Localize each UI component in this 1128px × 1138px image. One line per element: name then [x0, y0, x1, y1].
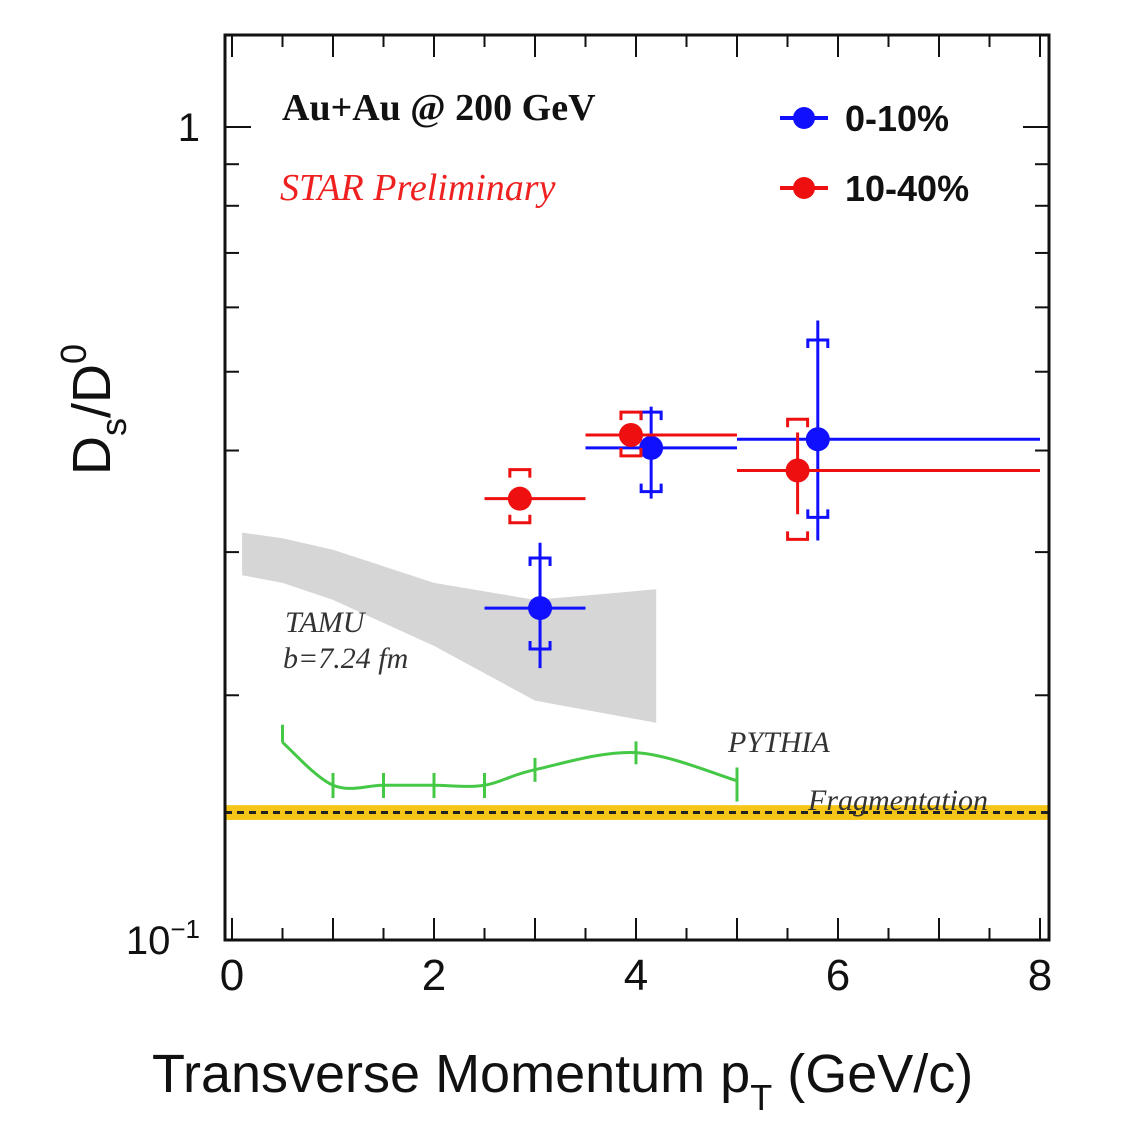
data-point-central	[528, 596, 553, 621]
annotation-tamu-line2: b=7.24 fm	[283, 642, 408, 675]
y-axis-title-slash: /D	[62, 364, 122, 418]
y-tick-label: 1	[178, 106, 200, 150]
tick-labels-layer: 0 2 4 6 8 1 10−1	[126, 106, 1052, 1000]
pythia-layer	[281, 724, 739, 802]
data-point-central	[805, 427, 830, 452]
x-axis-title-main: Transverse Momentum p	[152, 1044, 750, 1104]
x-axis-title: Transverse Momentum pT (GeV/c)	[152, 1044, 973, 1118]
series-layer	[484, 320, 1040, 669]
reference-band-layer	[225, 805, 1049, 820]
ticks-layer	[225, 35, 1049, 941]
systematic-bracket-lower-central	[806, 509, 830, 519]
systematic-bracket-lower-mid-central	[786, 531, 810, 541]
y-axis-title-main: D	[62, 436, 122, 475]
x-tick-label: 8	[1028, 951, 1052, 1000]
systematic-bracket-upper-mid-central	[786, 417, 810, 428]
annotation-pythia-line1: PYTHIA	[727, 726, 830, 759]
data-point-mid-central	[507, 486, 532, 511]
tamu-band-layer	[242, 532, 657, 723]
data-point-mid-central	[618, 422, 643, 447]
y-axis-title-subscript: s	[93, 418, 134, 436]
x-tick-label: 2	[422, 951, 446, 1000]
systematic-bracket-lower-central	[528, 640, 552, 651]
systematic-bracket-upper-mid-central	[508, 468, 532, 478]
x-axis-title-subscript: T	[750, 1077, 772, 1118]
legend-label-0-10: 0-10%	[845, 98, 949, 139]
systematic-bracket-lower-mid-central	[619, 447, 643, 458]
systematic-bracket-upper-mid-central	[619, 410, 643, 421]
y-tick-label: 10−1	[126, 914, 200, 963]
legend-marker-0-10	[793, 107, 815, 129]
annotation-tamu-line1: TAMU	[285, 606, 367, 639]
x-tick-label: 6	[826, 951, 850, 1000]
legend-marker-10-40	[793, 177, 815, 199]
systematic-bracket-lower-mid-central	[508, 514, 532, 525]
systematic-bracket-upper-central	[806, 338, 830, 349]
systematic-bracket-lower-central	[639, 483, 663, 494]
annotation-pythia-line2: Fragmentation	[807, 784, 988, 817]
data-point-mid-central	[785, 458, 810, 483]
tamu-band	[242, 532, 657, 723]
y-tick-label-exponent: −1	[170, 914, 200, 944]
legend-label-10-40: 10-40%	[845, 168, 969, 209]
y-axis-title: Ds/D0	[53, 344, 134, 475]
annotation-collision: Au+Au @ 200 GeV	[282, 87, 596, 129]
x-tick-label: 4	[624, 951, 648, 1000]
legend: 0-10% 10-40%	[780, 98, 969, 209]
data-point-central	[639, 435, 664, 460]
systematic-bracket-upper-central	[528, 556, 552, 567]
x-axis-title-unit: (GeV/c)	[772, 1044, 973, 1104]
y-tick-label-base: 10	[126, 919, 171, 963]
annotation-preliminary: STAR Preliminary	[280, 167, 556, 209]
x-tick-label: 0	[220, 951, 244, 1000]
y-axis-title-superscript: 0	[53, 344, 94, 364]
